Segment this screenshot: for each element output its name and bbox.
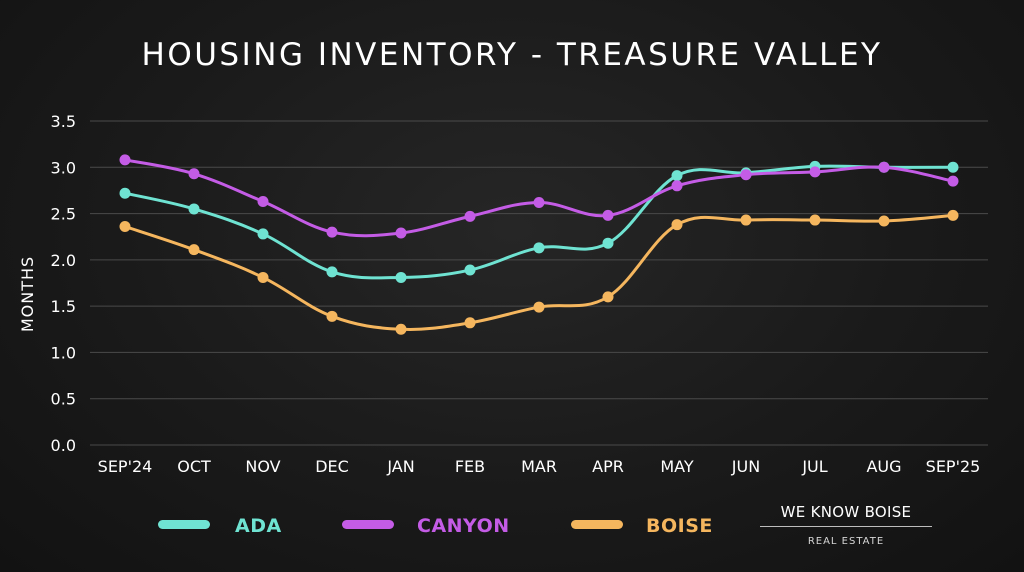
y-tick-label: 2.0 [51, 251, 76, 270]
y-tick-label: 2.5 [51, 205, 76, 224]
legend-item-boise: BOISE [571, 515, 713, 537]
legend-swatch [342, 520, 394, 529]
data-point [671, 170, 683, 182]
data-point [740, 169, 752, 181]
x-tick-label: SEP'25 [926, 457, 981, 476]
series-ada [119, 160, 959, 283]
data-point [326, 226, 338, 238]
y-tick-label: 1.5 [51, 297, 76, 316]
legend-swatch [571, 520, 623, 529]
data-point [464, 317, 476, 329]
data-point [533, 242, 545, 254]
x-tick-label: OCT [177, 457, 211, 476]
brand-subtitle: REAL ESTATE [807, 536, 885, 547]
data-point [809, 214, 821, 226]
y-tick-label: 3.5 [51, 112, 76, 131]
series-line [123, 164, 955, 280]
x-tick-label: NOV [245, 457, 280, 476]
data-point [257, 271, 269, 283]
data-point [119, 187, 131, 199]
y-tick-label: 0.5 [51, 390, 76, 409]
data-point [257, 228, 269, 240]
data-point [326, 310, 338, 322]
legend-label: ADA [235, 515, 282, 537]
data-point [947, 209, 959, 221]
data-point [119, 221, 131, 233]
data-point [464, 264, 476, 276]
data-point [119, 154, 131, 166]
data-point [947, 161, 959, 173]
data-point [395, 227, 407, 239]
data-point [533, 301, 545, 313]
data-point [188, 168, 200, 180]
x-tick-label: APR [592, 457, 624, 476]
data-point [257, 196, 269, 208]
x-tick-label: MAR [521, 457, 557, 476]
x-tick-label: DEC [315, 457, 349, 476]
legend-swatch [158, 520, 210, 529]
data-point [533, 196, 545, 208]
y-tick-label: 0.0 [51, 436, 76, 455]
data-point [602, 209, 614, 221]
data-point [878, 215, 890, 227]
data-point [602, 237, 614, 249]
x-tick-label: FEB [455, 457, 485, 476]
x-tick-label: JUN [731, 457, 760, 476]
y-tick-label: 1.0 [51, 343, 76, 362]
data-point [326, 266, 338, 278]
data-point [878, 161, 890, 173]
legend-label: CANYON [417, 515, 510, 537]
gridlines [90, 120, 988, 446]
data-point [395, 271, 407, 283]
series-lines [119, 154, 959, 335]
data-point [671, 219, 683, 231]
x-tick-label: AUG [866, 457, 901, 476]
x-axis-ticks: SEP'24 OCT NOV DEC JAN FEB MAR APR MAY JUN JUL AUG S… [98, 457, 981, 476]
data-point [671, 180, 683, 192]
legend-item-ada: ADA [158, 515, 282, 537]
y-tick-label: 3.0 [51, 158, 76, 177]
x-tick-label: JUL [801, 457, 827, 476]
y-axis-label: MONTHS [18, 256, 37, 332]
brand-logo: WE KNOW BOISE REAL ESTATE [760, 503, 932, 547]
data-point [464, 210, 476, 222]
data-point [395, 323, 407, 335]
x-tick-label: JAN [386, 457, 414, 476]
data-point [809, 166, 821, 178]
brand-name: WE KNOW BOISE [760, 503, 932, 527]
legend-item-canyon: CANYON [342, 515, 510, 537]
x-tick-label: SEP'24 [98, 457, 153, 476]
data-point [947, 175, 959, 187]
legend: ADA CANYON BOISE [158, 515, 713, 537]
data-point [188, 244, 200, 256]
legend-label: BOISE [646, 515, 713, 537]
chart-title: HOUSING INVENTORY - TREASURE VALLEY [142, 37, 883, 73]
data-point [740, 214, 752, 226]
series-canyon [119, 154, 959, 239]
x-tick-label: MAY [660, 457, 694, 476]
y-axis-ticks: 0.0 0.5 1.0 1.5 2.0 2.5 3.0 3.5 [51, 112, 76, 455]
series-boise [119, 209, 959, 335]
data-point [188, 203, 200, 215]
data-point [602, 291, 614, 303]
